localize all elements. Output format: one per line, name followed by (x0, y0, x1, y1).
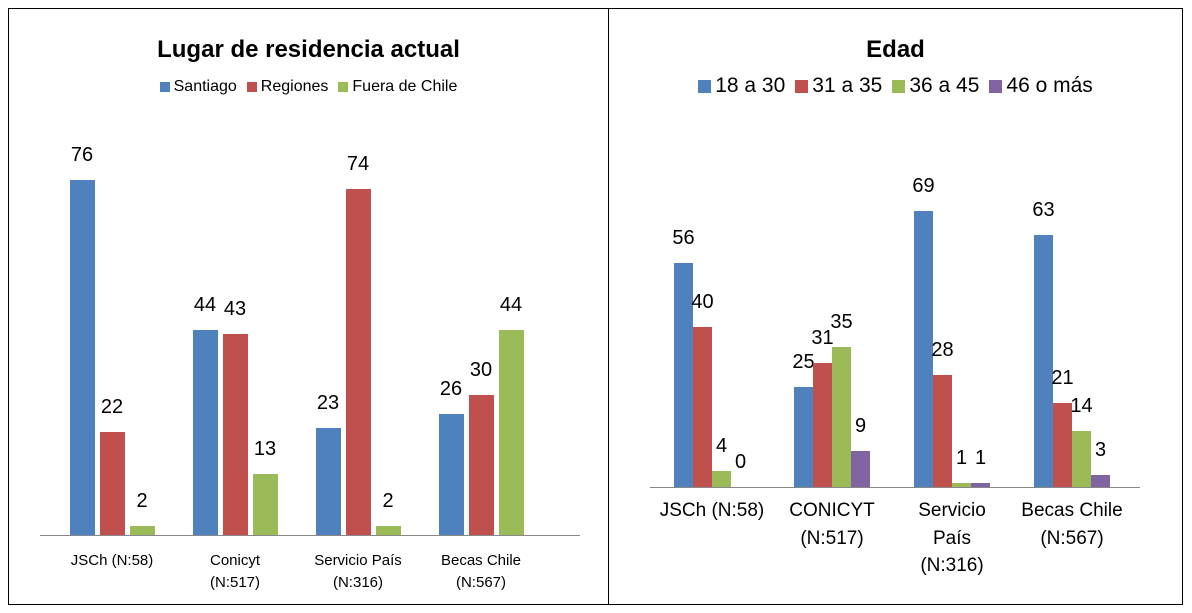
legend-item: Fuera de Chile (338, 78, 457, 96)
bar (315, 427, 341, 535)
legend-swatch (698, 79, 712, 93)
data-label: 14 (1070, 395, 1093, 417)
legend-swatch (159, 82, 170, 92)
x-tick-label: Conicyt (N:517) (209, 552, 261, 591)
frame-left (8, 8, 9, 605)
bar (813, 363, 832, 487)
bar (933, 375, 952, 487)
data-label: 26 (439, 377, 463, 400)
x-tick-label: Becas Chile (N:567) (440, 552, 522, 591)
data-label: 28 (931, 339, 954, 361)
data-label: 56 (672, 227, 695, 249)
frame-right (1182, 8, 1183, 605)
legend-item: Santiago (159, 78, 237, 96)
bar (832, 347, 851, 487)
data-label: 0 (734, 451, 747, 473)
bar (693, 327, 712, 487)
data-label: 76 (70, 144, 94, 167)
frame-middle (608, 8, 609, 605)
legend-item: 31 a 35 (795, 74, 882, 98)
bar (252, 474, 278, 535)
bar (438, 413, 464, 535)
baseline (650, 487, 1140, 488)
data-label: 30 (469, 358, 493, 381)
legend-swatch (795, 79, 809, 93)
data-label: 43 (223, 298, 247, 321)
legend-item: 18 a 30 (698, 74, 785, 98)
bar (1034, 235, 1053, 487)
bar (914, 211, 933, 487)
data-label: 4 (715, 435, 728, 457)
data-label: 21 (1051, 367, 1074, 389)
frame-bottom (8, 604, 1183, 605)
bar (1072, 431, 1091, 487)
data-label: 13 (253, 438, 277, 461)
bar (222, 334, 248, 535)
data-label: 44 (193, 293, 217, 316)
bar (345, 189, 371, 535)
bar (794, 387, 813, 487)
bar (468, 394, 494, 535)
x-tick-label: JSCh (N:58) (70, 552, 154, 569)
legend: 18 a 30 31 a 35 36 a 45 46 o más (609, 74, 1182, 98)
legend-label: Regiones (260, 78, 329, 95)
bar (971, 483, 990, 487)
data-label: 23 (316, 391, 340, 414)
chart-title: Lugar de residencia actual (157, 36, 460, 63)
x-tick-label: Servicio País (N:316) (918, 500, 986, 577)
data-label: 44 (499, 293, 523, 316)
x-tick-label: CONICYT (N:517) (789, 500, 875, 549)
bar (99, 432, 125, 535)
legend-label: 31 a 35 (812, 74, 883, 97)
legend-swatch (989, 79, 1003, 93)
x-tick-label: Servicio País (N:316) (314, 552, 402, 591)
data-label: 35 (830, 311, 853, 333)
legend-label: 18 a 30 (715, 74, 786, 97)
data-label: 31 (811, 327, 834, 349)
legend-item: Regiones (246, 78, 329, 96)
data-label: 63 (1032, 199, 1055, 221)
data-label: 2 (136, 489, 148, 512)
bar (375, 525, 401, 535)
data-label: 1 (955, 447, 968, 469)
bar (1053, 403, 1072, 487)
bar (851, 451, 870, 487)
legend-label: Santiago (173, 78, 237, 95)
legend-label: Fuera de Chile (352, 78, 458, 95)
legend-item: 36 a 45 (892, 74, 979, 98)
data-label: 40 (691, 291, 714, 313)
x-tick-label: Becas Chile (N:567) (1021, 500, 1123, 549)
bar (1091, 475, 1110, 487)
bar (952, 483, 971, 487)
bar (192, 329, 218, 535)
legend-item: 46 o más (989, 74, 1093, 98)
legend-label: 36 a 45 (909, 74, 980, 97)
bar (129, 525, 155, 535)
data-label: 1 (974, 447, 987, 469)
data-label: 2 (382, 489, 394, 512)
legend-swatch (246, 82, 257, 92)
baseline (40, 535, 580, 536)
frame-top (8, 8, 1183, 9)
data-label: 9 (854, 415, 867, 437)
legend-swatch (892, 79, 906, 93)
legend-swatch (338, 82, 349, 92)
x-tick-label: JSCh (N:58) (659, 500, 765, 521)
chart-title: Edad (866, 36, 925, 63)
bar (498, 329, 524, 535)
legend-label: 46 o más (1006, 74, 1093, 97)
bar (674, 263, 693, 487)
data-label: 22 (100, 396, 124, 419)
data-label: 25 (792, 351, 815, 373)
data-label: 69 (912, 175, 935, 197)
legend: Santiago Regiones Fuera de Chile (9, 78, 608, 96)
bar (712, 471, 731, 487)
bar (69, 180, 95, 535)
data-label: 74 (346, 153, 370, 176)
data-label: 3 (1094, 439, 1107, 461)
